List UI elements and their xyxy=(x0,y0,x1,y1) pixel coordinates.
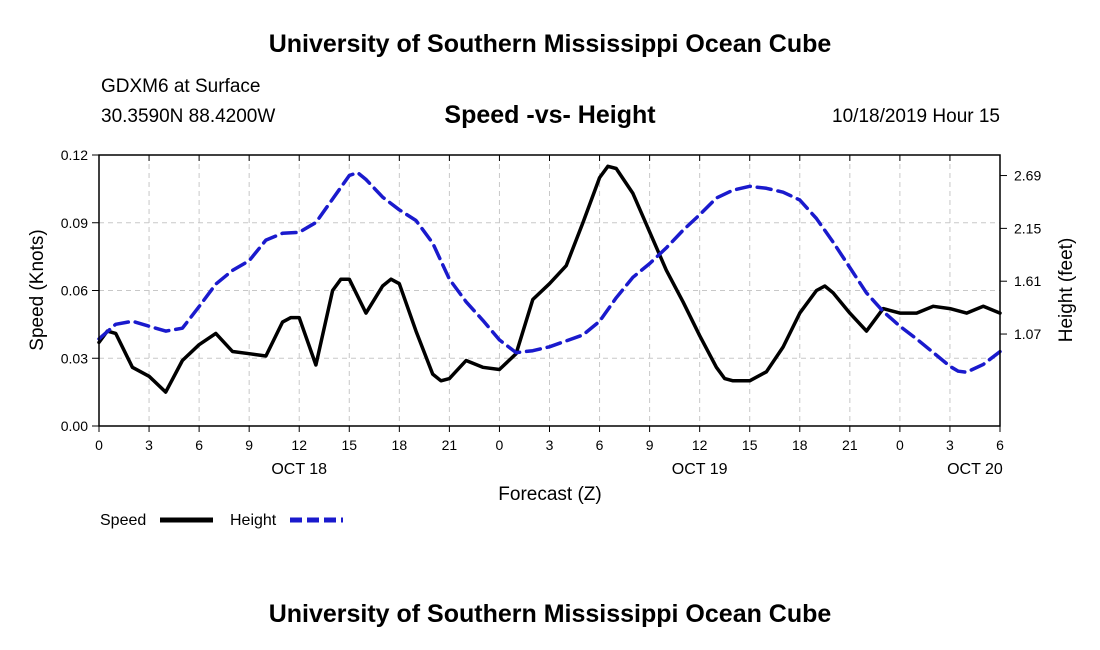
x-tick-label: 0 xyxy=(896,437,904,453)
x-tick-label: 12 xyxy=(692,437,708,453)
x-tick-label: 3 xyxy=(946,437,954,453)
coordinates-label: 30.3590N 88.4200W xyxy=(101,106,276,127)
x-tick-label: 3 xyxy=(145,437,153,453)
left-tick-label: 0.09 xyxy=(61,215,88,231)
x-tick-label: 9 xyxy=(646,437,654,453)
grid xyxy=(99,155,1000,426)
x-tick-label: 0 xyxy=(496,437,504,453)
x-tick-label: 3 xyxy=(546,437,554,453)
left-tick-label: 0.12 xyxy=(61,147,88,163)
height-series-line xyxy=(97,170,1002,374)
x-tick-label: 18 xyxy=(392,437,408,453)
top-title: University of Southern Mississippi Ocean… xyxy=(268,30,832,58)
legend-speed-label: Speed xyxy=(100,512,146,529)
datetime-label: 10/18/2019 Hour 15 xyxy=(832,106,1000,127)
x-tick-label: 6 xyxy=(596,437,604,453)
left-tick-label: 0.06 xyxy=(61,283,88,299)
x-tick-label: 15 xyxy=(742,437,758,453)
legend: Speed Height xyxy=(100,512,343,529)
x-tick-label: 21 xyxy=(842,437,858,453)
speed-series-line xyxy=(97,164,1002,394)
x-tick-label: 21 xyxy=(442,437,458,453)
right-tick-label: 1.07 xyxy=(1014,326,1041,342)
left-tick-label: 0.03 xyxy=(61,350,88,366)
left-tick-label: 0.00 xyxy=(61,418,88,434)
day-label: OCT 20 xyxy=(947,461,1003,478)
x-axis-label: Forecast (Z) xyxy=(498,484,601,505)
x-tick-label: 18 xyxy=(792,437,808,453)
right-axis-label: Height (feet) xyxy=(1056,238,1077,343)
left-axis-label: Speed (Knots) xyxy=(27,229,48,350)
bottom-title: University of Southern Mississippi Ocean… xyxy=(268,600,832,628)
x-tick-label: 9 xyxy=(245,437,253,453)
x-tick-label: 6 xyxy=(195,437,203,453)
legend-height-label: Height xyxy=(230,512,277,529)
series-layer xyxy=(97,164,1002,394)
station-label: GDXM6 at Surface xyxy=(101,76,261,97)
x-tick-label: 0 xyxy=(95,437,103,453)
right-tick-label: 2.69 xyxy=(1014,168,1041,184)
day-label: OCT 18 xyxy=(271,461,327,478)
day-label: OCT 19 xyxy=(672,461,728,478)
chart-title: Speed -vs- Height xyxy=(444,101,656,129)
x-tick-label: 15 xyxy=(341,437,357,453)
right-tick-label: 2.15 xyxy=(1014,220,1041,236)
x-tick-label: 12 xyxy=(291,437,307,453)
x-tick-label: 6 xyxy=(996,437,1004,453)
right-tick-label: 1.61 xyxy=(1014,273,1041,289)
ticks: 0 3 6 9 12 15 18 21 0 3 6 9 12 15 18 21 0 3 6 OCT 18 OCT 19 O… xyxy=(61,147,1042,478)
